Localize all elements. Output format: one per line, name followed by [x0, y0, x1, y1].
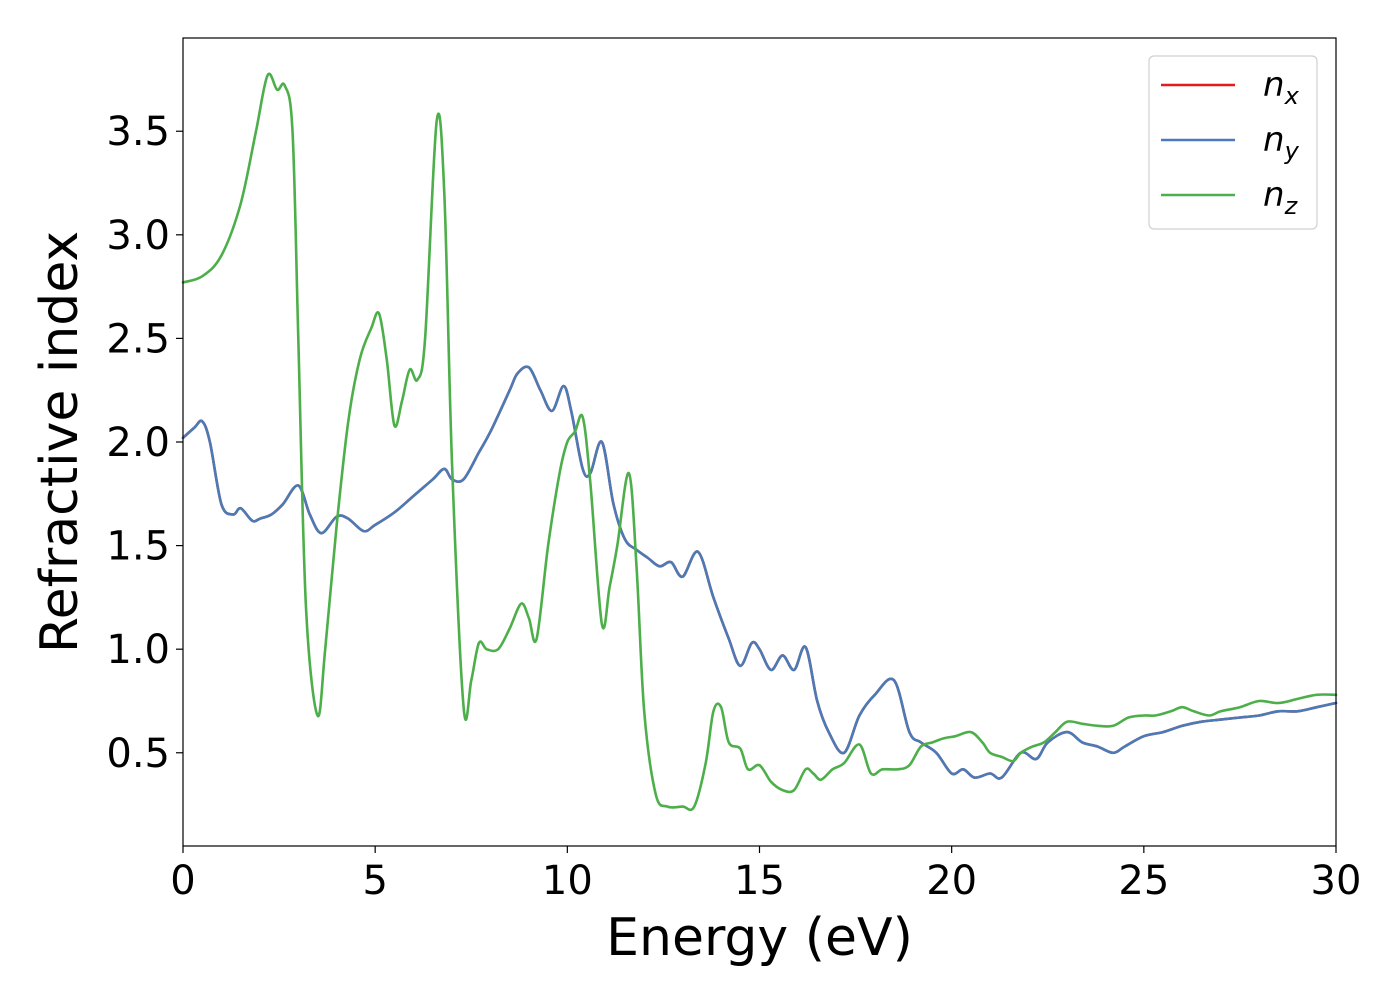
x-tick-label: 15 [734, 858, 785, 904]
legend-label-ny: ny [1263, 120, 1300, 165]
y-axis-ticks: 0.5 1.0 1.5 2.0 2.5 3.0 3.5 [106, 109, 183, 777]
series-line-nz [181, 72, 1338, 812]
x-tick-label: 5 [362, 858, 387, 904]
y-tick-label: 1.5 [106, 524, 170, 570]
x-tick-label: 0 [170, 858, 195, 904]
x-tick-label: 10 [542, 858, 593, 904]
y-axis-title: Refractive index [30, 231, 90, 653]
plot-background [183, 38, 1336, 846]
x-axis-ticks: 0 5 10 15 20 25 30 [170, 846, 1361, 904]
x-axis-title: Energy (eV) [606, 908, 913, 968]
y-tick-label: 2.5 [106, 316, 170, 362]
legend-label-nz: nz [1263, 175, 1299, 220]
y-tick-label: 3.5 [106, 109, 170, 155]
y-tick-label: 3.0 [106, 213, 170, 259]
legend: nx ny nz [1148, 55, 1318, 230]
x-tick-label: 25 [1118, 858, 1169, 904]
y-tick-label: 1.0 [106, 627, 170, 673]
y-tick-label: 0.5 [106, 731, 170, 777]
series-layer [181, 72, 1338, 812]
y-tick-label: 2.0 [106, 420, 170, 466]
legend-label-nx: nx [1263, 65, 1300, 110]
x-tick-label: 20 [926, 858, 977, 904]
x-tick-label: 30 [1311, 858, 1362, 904]
legend-box [1148, 55, 1318, 230]
